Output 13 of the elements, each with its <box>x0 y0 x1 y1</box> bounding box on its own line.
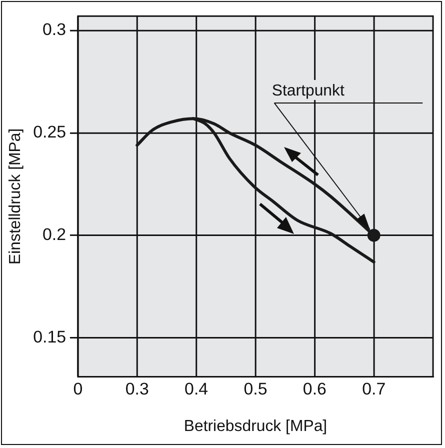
x-tick-label: 0.4 <box>184 380 208 399</box>
y-tick-label: 0.2 <box>42 225 66 244</box>
y-axis-title: Einstelldruck [MPa] <box>6 128 24 264</box>
x-tick-label: 0.3 <box>125 380 149 399</box>
x-tick-label: 0.7 <box>362 380 386 399</box>
y-tick-label: 0.15 <box>33 327 66 346</box>
x-tick-label: 0.5 <box>244 380 268 399</box>
y-tick-label: 0.25 <box>33 122 66 142</box>
y-tick-label: 0.3 <box>42 20 66 40</box>
x-axis-title: Betriebsdruck [MPa] <box>184 418 328 435</box>
x-tick-label: 0 <box>73 380 83 399</box>
annotation: Startpunkt <box>272 82 345 100</box>
x-tick-label: 0.6 <box>302 380 326 399</box>
